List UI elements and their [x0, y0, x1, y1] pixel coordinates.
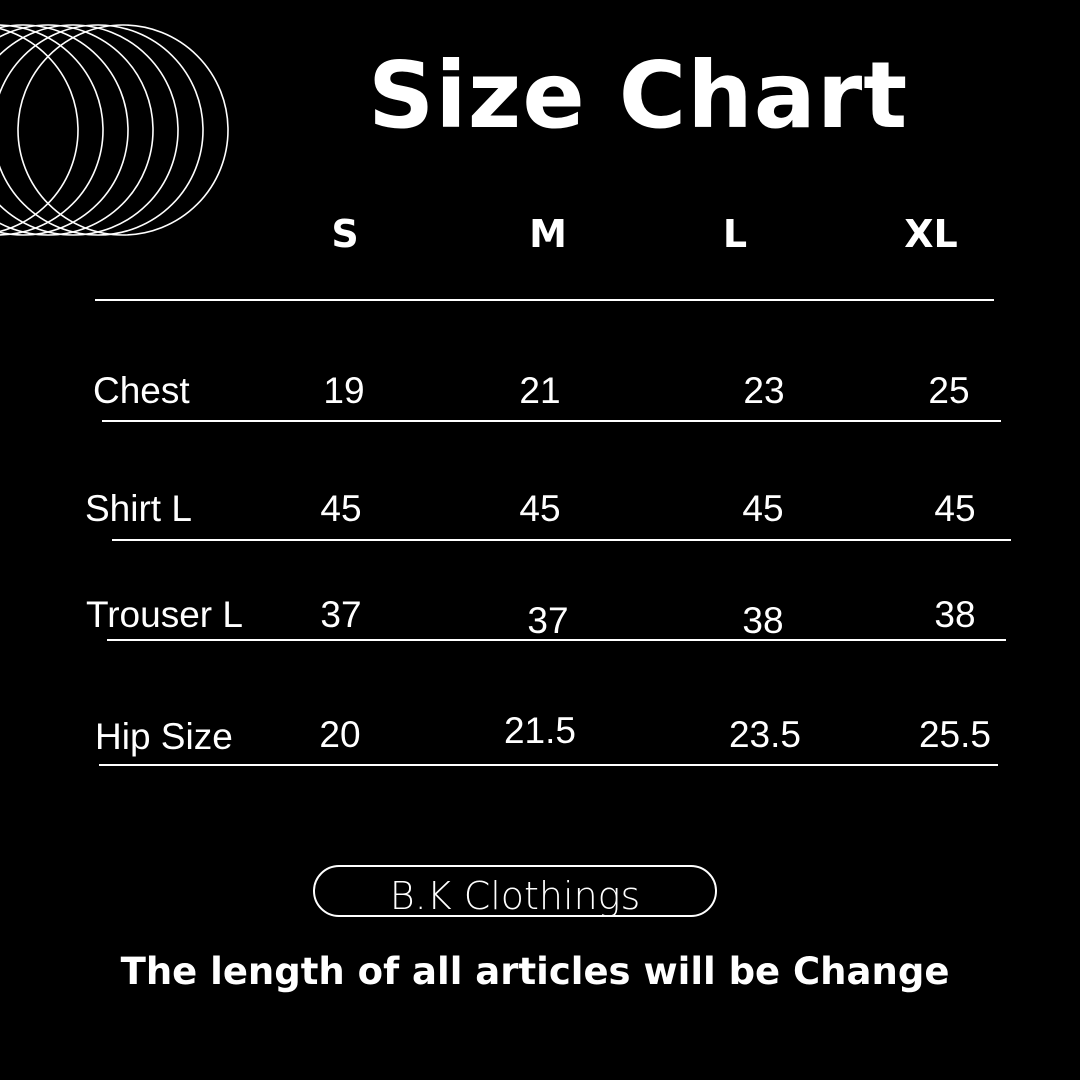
row-divider [102, 420, 1001, 422]
brand-name: B.K Clothings [389, 874, 641, 918]
brand-badge [313, 865, 717, 917]
cell: 45 [519, 488, 561, 529]
cell: 23.5 [728, 714, 801, 755]
size-header-m: M [529, 212, 567, 256]
cell: 21 [519, 370, 561, 411]
size-header-xl: XL [904, 212, 958, 256]
footer-note: The length of all articles will be Chang… [120, 950, 950, 993]
row-divider [99, 764, 998, 766]
cell: 23 [743, 370, 785, 411]
cell: 20 [319, 714, 361, 755]
cell: 19 [323, 370, 365, 411]
row-label-trouser-length: Trouser L [86, 594, 243, 635]
row-divider [107, 639, 1006, 641]
row-label-chest: Chest [93, 370, 190, 411]
cell: 37 [527, 600, 569, 641]
cell: 38 [742, 600, 784, 641]
cell: 45 [742, 488, 784, 529]
cell: 38 [934, 594, 976, 635]
overlapping-circles-icon [0, 24, 229, 236]
page-title: Size Chart [368, 42, 909, 149]
cell: 25 [928, 370, 970, 411]
row-label-shirt-length: Shirt L [85, 488, 192, 529]
header-divider [95, 299, 994, 301]
cell: 21.5 [503, 710, 576, 751]
cell: 25.5 [918, 714, 991, 755]
row-divider [112, 539, 1011, 541]
row-label-hip-size: Hip Size [95, 716, 233, 757]
size-header-s: S [331, 212, 359, 256]
cell: 45 [934, 488, 976, 529]
cell: 45 [320, 488, 362, 529]
size-header-l: L [722, 212, 748, 256]
cell: 37 [320, 594, 362, 635]
